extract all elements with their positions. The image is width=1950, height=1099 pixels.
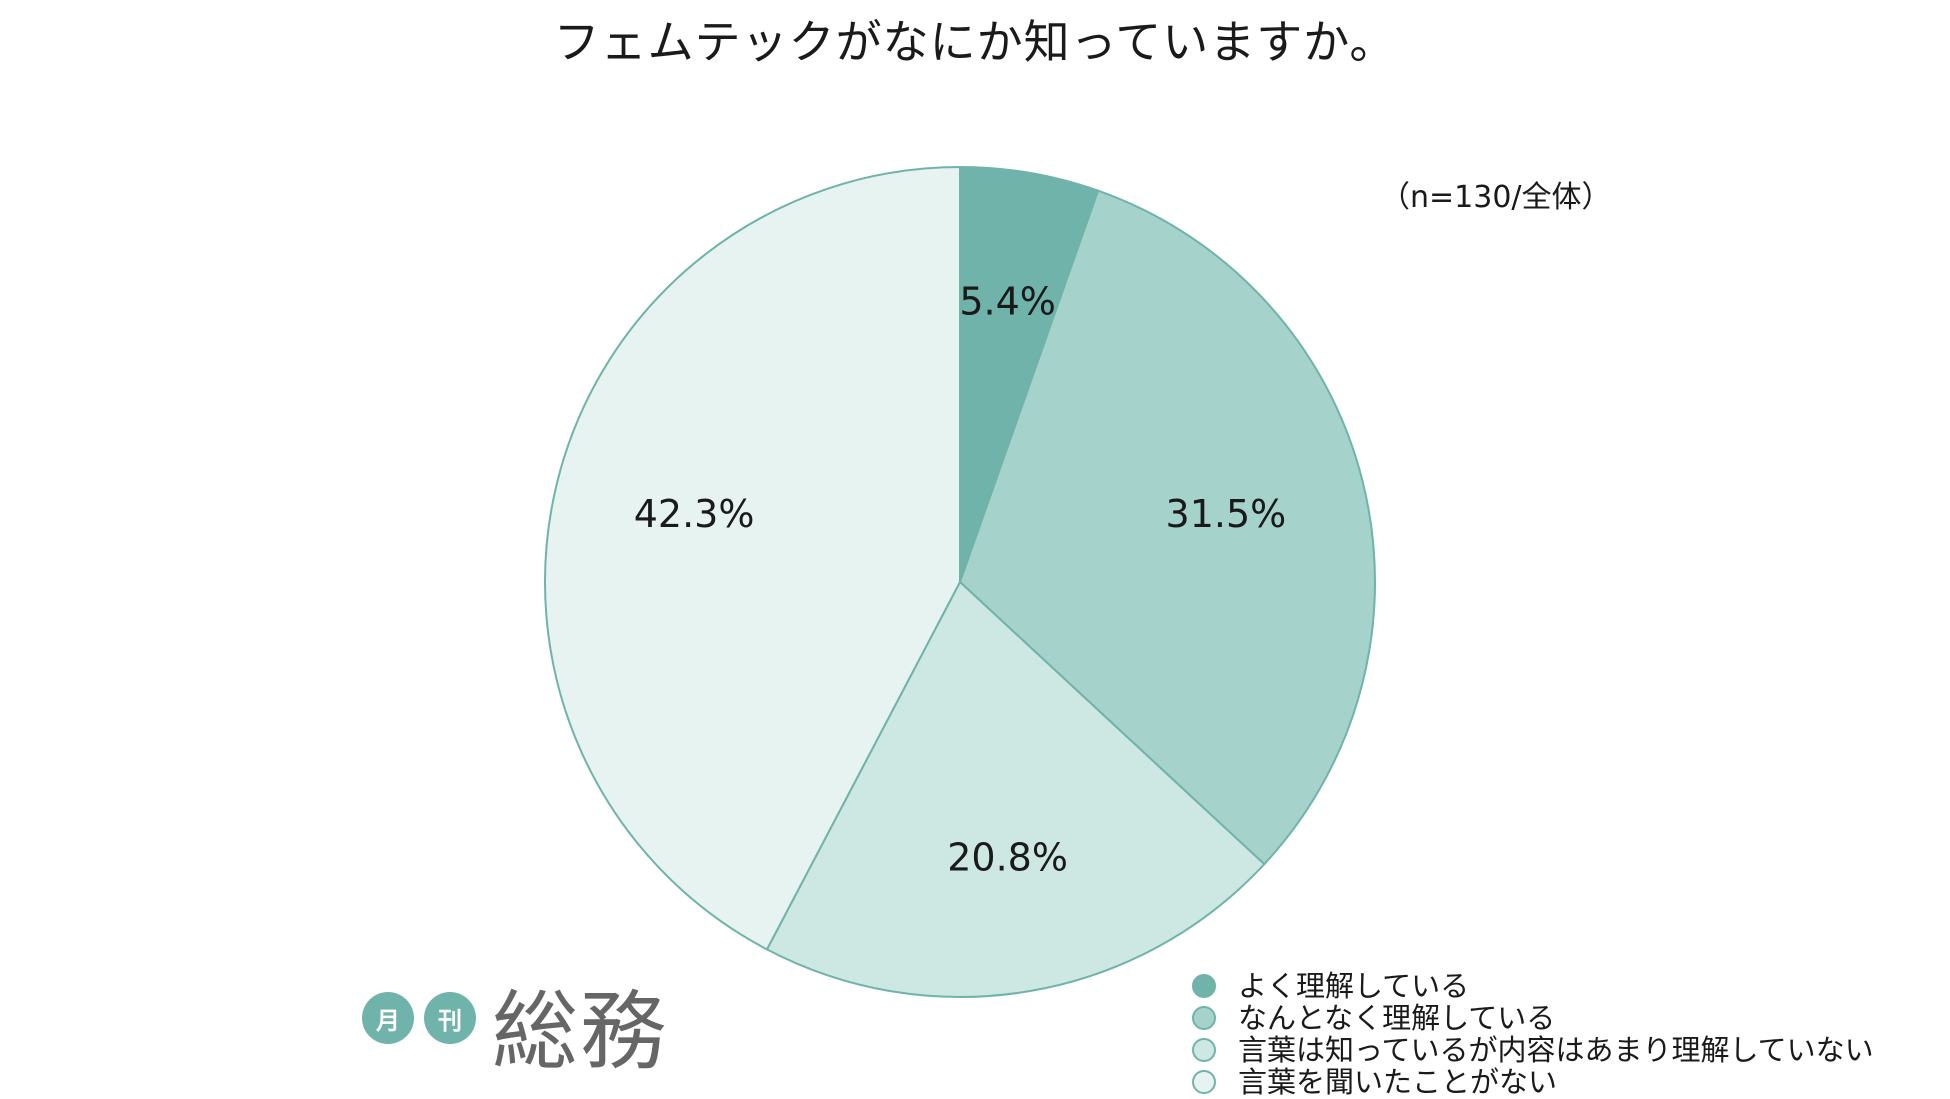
slice-value-label: 31.5% [1166,492,1287,536]
publisher-logo: 月 刊 総務 [362,982,668,1082]
legend-item: なんとなく理解している [1192,1002,1874,1034]
chart-title: フェムテックがなにか知っていますか。 [553,15,1397,69]
legend-item: 言葉は知っているが内容はあまり理解していない [1192,1034,1874,1066]
legend-swatch [1192,1006,1216,1030]
pie-slice [959,165,1100,583]
slice-value-label: 42.3% [634,492,755,536]
pie-slice [958,189,1376,866]
pie-slice [765,580,1266,998]
legend-item: 言葉を聞いたことがない [1192,1066,1874,1098]
logo-circle-publish: 刊 [424,992,476,1044]
legend-label: よく理解している [1238,969,1470,1003]
legend: よく理解している なんとなく理解している 言葉は知っているが内容はあまり理解して… [1192,970,1874,1098]
legend-item: よく理解している [1192,970,1874,1002]
logo-wordmark: 総務 [492,982,668,1082]
legend-label: なんとなく理解している [1238,1001,1556,1035]
legend-label: 言葉は知っているが内容はあまり理解していない [1238,1033,1874,1067]
slice-value-label: 20.8% [947,836,1068,880]
slice-value-label: 5.4% [959,279,1056,323]
legend-swatch [1192,974,1216,998]
legend-swatch [1192,1038,1216,1062]
pie-slice [544,165,961,951]
legend-swatch [1192,1070,1216,1094]
sample-size-note: （n=130/全体） [1380,180,1612,215]
logo-circle-month: 月 [362,992,414,1044]
legend-label: 言葉を聞いたことがない [1238,1065,1558,1099]
